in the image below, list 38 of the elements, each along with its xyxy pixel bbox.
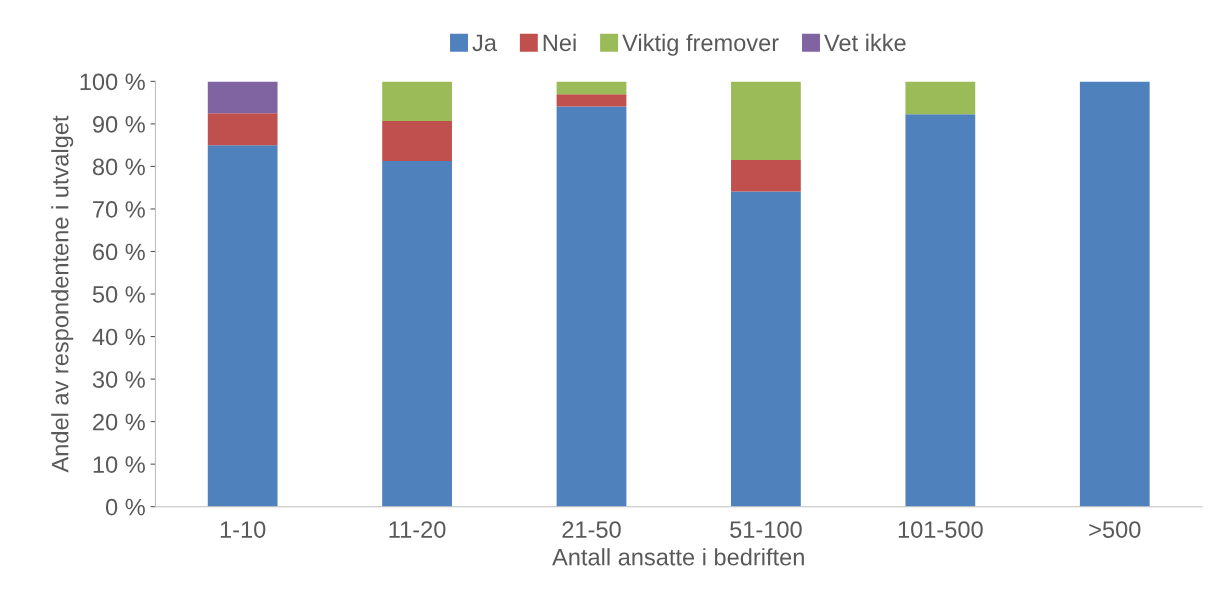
y-tick-label: 90 %: [93, 115, 145, 133]
y-tick-label: 10 %: [93, 456, 145, 473]
y-tick-label: 0 %: [105, 498, 145, 516]
bar: [731, 191, 801, 507]
bar: [207, 145, 278, 507]
y-tick-label: 40 %: [92, 328, 145, 346]
legend-label: Viktig fremover: [622, 33, 779, 56]
legend-label: Vet ikke: [824, 33, 906, 52]
bar: [905, 81, 976, 115]
bar: [556, 81, 627, 95]
bar: [382, 120, 452, 161]
x-tick-label: 11-20: [389, 521, 446, 538]
y-tick-label: 60 %: [93, 243, 145, 261]
x-tick-label: 51-100: [730, 521, 802, 538]
bar: [556, 106, 627, 507]
x-tick-label: 1-10: [220, 521, 266, 538]
x-tick-label: 101-500: [898, 521, 983, 538]
y-tick-label: 30 %: [92, 371, 145, 388]
bar: [731, 81, 801, 161]
legend-label: Nei: [543, 33, 576, 52]
x-tick-label: >500: [1089, 521, 1141, 538]
bar: [207, 113, 278, 146]
bar: [556, 94, 627, 107]
y-axis-title: Andel av respondentene i utvalget: [51, 115, 74, 473]
legend-label: Ja: [472, 34, 497, 52]
y-tick-label: 50 %: [92, 286, 145, 303]
y-tick-label: 70 %: [93, 201, 145, 218]
y-tick-label: 20 %: [93, 413, 145, 431]
y-tick-label: 80 %: [92, 158, 145, 176]
bar: [207, 81, 278, 114]
bar: [905, 114, 976, 507]
bar: [382, 81, 452, 121]
x-tick-label: 21-50: [562, 521, 621, 538]
bar: [1079, 81, 1150, 507]
y-tick-label: 100 %: [80, 73, 145, 91]
bar: [731, 160, 801, 192]
x-axis-title: Antall ansatte i bedriften: [552, 548, 804, 566]
bar: [382, 160, 452, 507]
